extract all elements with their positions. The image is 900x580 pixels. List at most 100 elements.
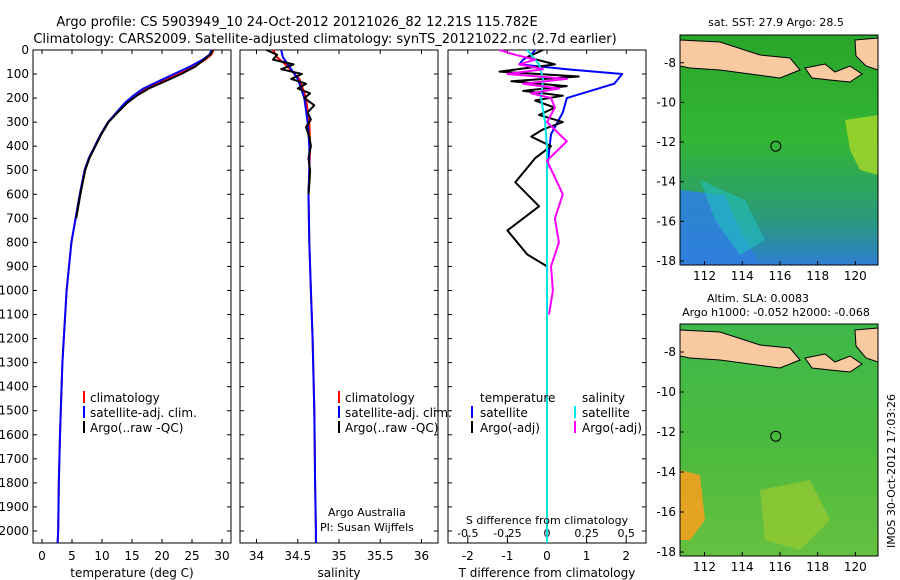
depth-tick-label: 500 xyxy=(6,163,29,177)
x-tick-label: 30 xyxy=(214,549,229,563)
salinity-legend: climatology satellite-adj. clim. Argo(..… xyxy=(338,391,452,435)
sla-map-frame xyxy=(679,323,879,557)
series-line-temperature-argo xyxy=(498,49,580,363)
sla-land-sumbawa xyxy=(854,327,878,363)
lon-tick-label: 118 xyxy=(806,269,829,283)
sla-land-java xyxy=(680,329,801,369)
depth-tick-label: 2000 xyxy=(0,524,29,538)
temperature-xlabel: temperature (deg C) xyxy=(70,566,193,580)
lat-tick-label: -8 xyxy=(664,345,676,359)
sst-warm-patch xyxy=(845,115,878,175)
sla-map-title-line1: Altim. SLA: 0.0083 xyxy=(707,292,809,305)
series-line-satellite-adj-clim- xyxy=(280,49,317,543)
series-line-satellite-adj-clim- xyxy=(56,49,213,544)
legend-label-satellite: satellite-adj. clim. xyxy=(345,406,452,420)
depth-tick-label: 600 xyxy=(6,187,29,201)
depth-tick-label: 800 xyxy=(6,235,29,249)
depth-tick-label: 1500 xyxy=(0,404,29,418)
x-tick-label: 2 xyxy=(622,549,630,563)
difference-panel: -2 -1 0 1 2-0.5 -0.25 0 0.25 0.5 T difference fr… xyxy=(447,49,647,580)
legend-label-argo: Argo(..raw -QC) xyxy=(345,421,438,435)
legend-label-sal-argo: Argo(-adj) xyxy=(582,421,642,435)
salinity-axes-frame xyxy=(239,49,439,544)
depth-tick-label: 1400 xyxy=(0,380,29,394)
lat-tick-label: -10 xyxy=(656,95,676,109)
lat-tick-label: -8 xyxy=(664,56,676,70)
s-tick-label: -0.25 xyxy=(493,527,521,540)
sla-land-bali-lombok xyxy=(804,353,863,373)
legend-label-climatology: climatology xyxy=(345,391,415,405)
temperature-legend: climatology satellite-adj. clim. Argo(..… xyxy=(83,391,197,435)
depth-tick-label: 1700 xyxy=(0,452,29,466)
depth-tick-label: 100 xyxy=(6,67,29,81)
sst-map-panel: sat. SST: 27.9 Argo: 28.5 112 114 116 118 12… xyxy=(656,16,879,283)
depth-tick-label: 700 xyxy=(6,211,29,225)
s-tick-label: -0.5 xyxy=(457,527,478,540)
series-line-temperature-satellite xyxy=(518,49,624,543)
sst-land-sumbawa xyxy=(854,37,878,71)
salinity-panel: 34 34.5 35 35.5 36 salinity climatology sate… xyxy=(239,49,452,580)
legend-label-sal-satellite: satellite xyxy=(582,406,630,420)
depth-tick-label: 200 xyxy=(6,91,29,105)
x-tick-label: 0 xyxy=(543,549,551,563)
s-tick-label: 0.25 xyxy=(574,527,599,540)
lat-tick-label: -18 xyxy=(656,254,676,268)
x-tick-label: 20 xyxy=(154,549,169,563)
depth-tick-label: 1200 xyxy=(0,332,29,346)
x-tick-label: 34 xyxy=(249,549,264,563)
x-tick-label: 34.5 xyxy=(284,549,311,563)
salinity-annotation-line1: Argo Australia xyxy=(328,506,406,519)
x-tick-label: -1 xyxy=(501,549,513,563)
lat-tick-label: -14 xyxy=(656,175,676,189)
legend-label-temp-satellite: satellite xyxy=(480,406,528,420)
lat-tick-label: -12 xyxy=(656,135,676,149)
series-line-climatology xyxy=(272,49,317,543)
series-line-argo xyxy=(75,49,214,219)
figure-title-line2: Climatology: CARS2009. Satellite-adjuste… xyxy=(33,32,616,47)
lat-tick-label: -18 xyxy=(656,545,676,559)
series-line-salinity-satellite xyxy=(526,49,548,543)
temperature-axes-frame xyxy=(32,49,232,544)
sla-high-patch xyxy=(680,470,705,540)
difference-legend: temperature salinity satellite Argo(-adj… xyxy=(471,391,642,435)
lon-tick-label: 114 xyxy=(731,269,754,283)
lon-tick-label: 112 xyxy=(693,269,716,283)
depth-tick-label: 900 xyxy=(6,259,29,273)
lat-tick-label: -10 xyxy=(656,385,676,399)
series-line-climatology xyxy=(56,49,215,544)
lon-tick-label: 120 xyxy=(844,560,867,574)
sla-mid-patch xyxy=(760,480,830,550)
lon-tick-label: 116 xyxy=(768,269,791,283)
legend-header-salinity: salinity xyxy=(582,391,625,405)
x-tick-label: 36 xyxy=(414,549,429,563)
depth-tick-label: 1300 xyxy=(0,356,29,370)
sla-map-panel: Altim. SLA: 0.0083 Argo h1000: -0.052 h2… xyxy=(656,292,879,574)
x-tick-label: 15 xyxy=(124,549,139,563)
x-tick-label: 10 xyxy=(94,549,109,563)
legend-label-satellite: satellite-adj. clim. xyxy=(90,406,197,420)
lat-tick-label: -16 xyxy=(656,505,676,519)
depth-tick-label: 1000 xyxy=(0,283,29,297)
sst-map-frame xyxy=(679,34,879,266)
argo-position-marker xyxy=(770,140,782,152)
lon-tick-label: 112 xyxy=(693,560,716,574)
temperature-panel: 0100200300400500600700800900100011001200… xyxy=(0,43,232,580)
depth-tick-label: 1900 xyxy=(0,500,29,514)
legend-label-climatology: climatology xyxy=(90,391,160,405)
lat-tick-label: -14 xyxy=(656,465,676,479)
figure-title-line1: Argo profile: CS 5903949_10 24-Oct-2012 … xyxy=(56,15,537,30)
depth-tick-label: 1800 xyxy=(0,476,29,490)
sla-map-title-line2: Argo h1000: -0.052 h2000: -0.068 xyxy=(682,306,870,319)
sst-land-bali-lombok xyxy=(804,63,863,83)
x-tick-label: -2 xyxy=(462,549,474,563)
depth-tick-label: 300 xyxy=(6,115,29,129)
depth-tick-label: 1600 xyxy=(0,428,29,442)
sst-map-title: sat. SST: 27.9 Argo: 28.5 xyxy=(708,16,844,29)
legend-label-argo: Argo(..raw -QC) xyxy=(90,421,183,435)
salinity-annotation-line2: PI: Susan Wijffels xyxy=(320,521,414,534)
lon-tick-label: 118 xyxy=(806,560,829,574)
x-tick-label: 1 xyxy=(583,549,591,563)
lat-tick-label: -12 xyxy=(656,425,676,439)
depth-tick-label: 1100 xyxy=(0,308,29,322)
